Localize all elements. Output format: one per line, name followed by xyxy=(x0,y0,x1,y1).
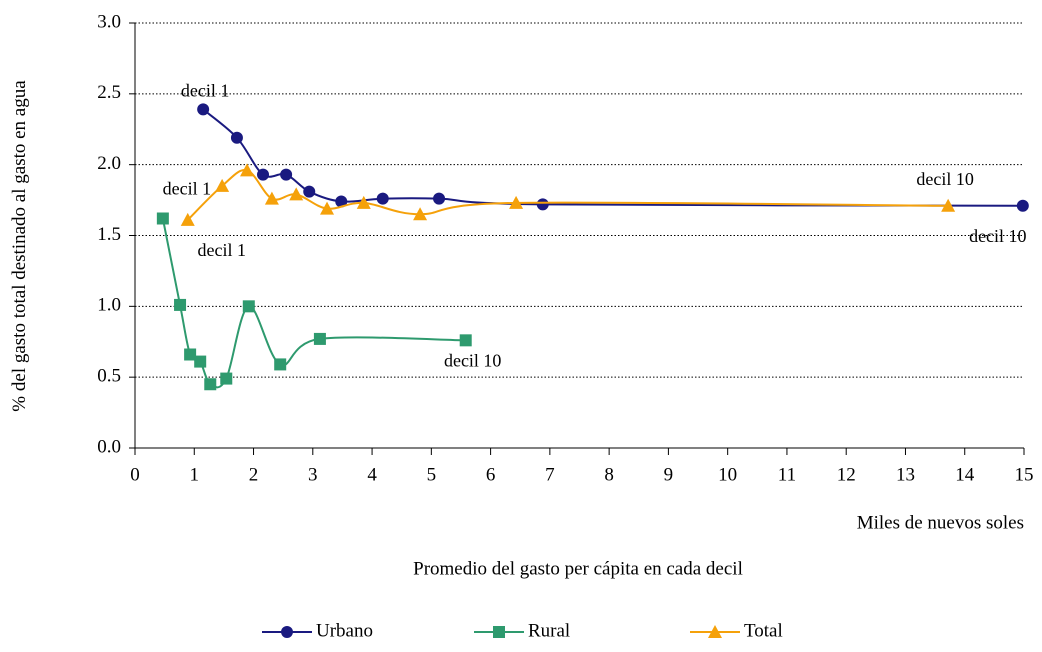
x-tick-label: 1 xyxy=(190,464,200,485)
x-tick-label: 14 xyxy=(955,464,975,485)
data-point xyxy=(264,191,279,205)
x-tick-label: 0 xyxy=(130,464,140,485)
x-tick-label: 4 xyxy=(367,464,377,485)
x-tick-label: 8 xyxy=(604,464,614,485)
data-point xyxy=(230,131,243,144)
x-tick-label: 9 xyxy=(664,464,674,485)
legend-marker xyxy=(493,626,505,638)
y-tick-label: 0.5 xyxy=(97,366,121,387)
annotation: decil 1 xyxy=(163,179,211,199)
series-line xyxy=(202,108,1023,207)
annotation: decil 1 xyxy=(198,240,246,260)
y-tick-label: 3.0 xyxy=(97,11,121,32)
data-point xyxy=(413,207,428,221)
data-point xyxy=(433,192,446,205)
data-point xyxy=(289,187,304,201)
legend-marker xyxy=(708,625,722,638)
data-point xyxy=(274,358,287,371)
data-point xyxy=(257,168,270,181)
x-tick-label: 13 xyxy=(896,464,915,485)
data-point xyxy=(303,185,316,198)
x-tick-label: 10 xyxy=(718,464,737,485)
series-line xyxy=(187,169,949,221)
data-point xyxy=(376,192,389,205)
annotation: decil 1 xyxy=(181,81,229,101)
data-point xyxy=(536,198,549,211)
data-point xyxy=(280,168,293,181)
x-tick-label: 6 xyxy=(486,464,496,485)
legend-label: Total xyxy=(744,620,783,641)
data-point xyxy=(242,300,255,313)
x-tick-label: 2 xyxy=(249,464,259,485)
data-point xyxy=(356,195,371,209)
x-tick-label: 5 xyxy=(427,464,437,485)
annotation: decil 10 xyxy=(444,350,501,370)
annotation: decil 10 xyxy=(969,226,1026,246)
data-point xyxy=(220,372,233,385)
y-tick-label: 1.0 xyxy=(97,295,121,316)
y-tick-label: 2.0 xyxy=(97,153,121,174)
data-point xyxy=(204,378,217,391)
data-point xyxy=(509,195,524,209)
x-unit-label: Miles de nuevos soles xyxy=(857,512,1024,533)
data-point xyxy=(174,298,187,311)
data-point xyxy=(313,332,326,345)
data-point xyxy=(156,212,169,225)
legend-label: Rural xyxy=(528,620,570,641)
data-point xyxy=(194,355,207,368)
data-point xyxy=(180,212,195,226)
x-tick-label: 11 xyxy=(778,464,796,485)
data-point xyxy=(197,103,210,116)
x-axis-label: Promedio del gasto per cápita en cada de… xyxy=(413,558,743,579)
y-tick-label: 2.5 xyxy=(97,82,121,103)
y-axis-label: % del gasto total destinado al gasto en … xyxy=(9,80,30,412)
y-tick-label: 0.0 xyxy=(97,436,121,457)
data-point xyxy=(320,201,335,215)
x-tick-label: 12 xyxy=(837,464,856,485)
legend-marker xyxy=(281,626,293,638)
legend-label: Urbano xyxy=(316,620,373,641)
data-point xyxy=(240,163,255,177)
x-tick-label: 15 xyxy=(1015,464,1034,485)
data-point xyxy=(184,348,197,361)
annotation: decil 10 xyxy=(916,169,973,189)
x-tick-label: 3 xyxy=(308,464,318,485)
data-point xyxy=(215,178,230,192)
x-tick-label: 7 xyxy=(545,464,555,485)
y-tick-label: 1.5 xyxy=(97,224,121,245)
data-point xyxy=(941,198,956,212)
data-point xyxy=(1016,199,1029,212)
data-point xyxy=(459,334,472,347)
